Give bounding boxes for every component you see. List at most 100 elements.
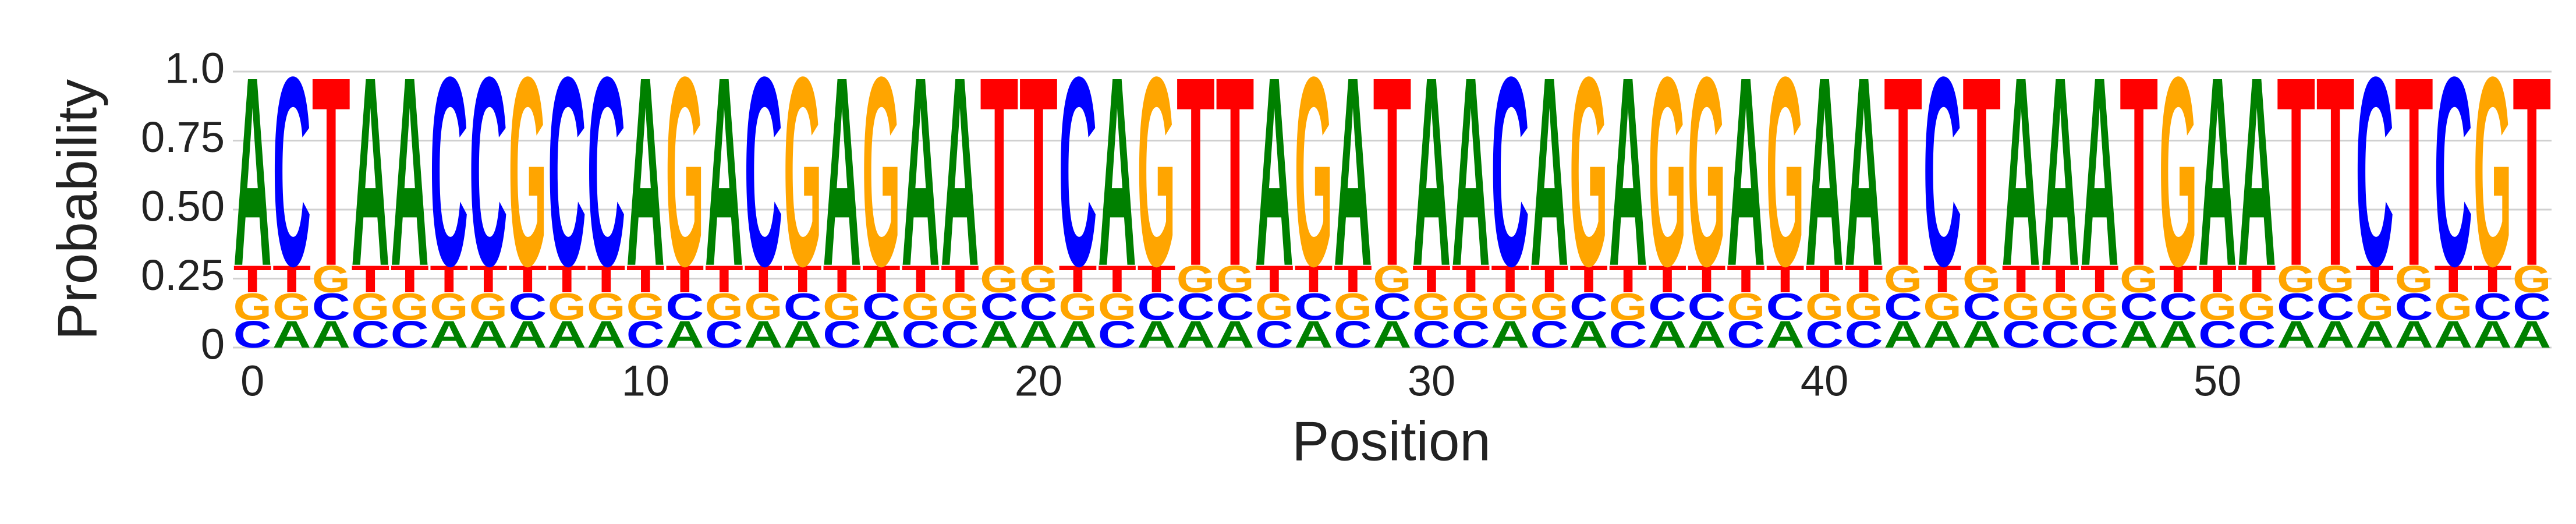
logo-letter: C (1451, 313, 1490, 356)
logo-letter: C (587, 21, 625, 322)
x-tick-label: 50 (2194, 357, 2241, 405)
logo-letter: T (233, 258, 272, 301)
logo-letter: C (1255, 313, 1294, 356)
logo-letter: G (508, 20, 547, 323)
logo-letter: C (351, 313, 389, 356)
logo-letter: A (2159, 313, 2198, 356)
logo-letter: A (2238, 21, 2276, 322)
logo-letter: T (1491, 258, 1529, 301)
logo-letter: A (587, 313, 625, 356)
logo-letter: T (1216, 21, 1254, 323)
logo-letter: T (587, 258, 625, 301)
logo-letter: G (784, 20, 822, 323)
logo-letter: A (548, 313, 586, 356)
logo-letter: G (2355, 286, 2394, 329)
logo-letter: T (2120, 21, 2158, 323)
logo-letter: C (2238, 313, 2276, 356)
logo-letter: C (1137, 285, 1175, 328)
logo-letter: T (1373, 21, 1411, 323)
logo-letter: T (1608, 258, 1647, 301)
logo-letter: A (351, 21, 389, 322)
logo-letter: G (1216, 258, 1254, 301)
logo-letter: C (1491, 21, 1529, 322)
logo-letter: T (2277, 21, 2315, 323)
logo-letter: G (1412, 286, 1451, 329)
logo-letter: G (1766, 20, 1805, 323)
logo-letter: C (823, 313, 861, 356)
logo-letter: G (1805, 286, 1844, 329)
logo-letter: T (312, 21, 350, 323)
logo-letter: C (1923, 21, 1962, 322)
x-axis-label: Position (1292, 410, 1491, 472)
logo-letter: T (2513, 21, 2551, 323)
logo-letter: A (1608, 21, 1647, 322)
logo-letter: G (1137, 20, 1175, 323)
logo-letter: C (784, 285, 822, 328)
logo-letter: C (744, 21, 782, 322)
logo-letter: G (1491, 286, 1529, 329)
logo-letter: T (784, 258, 822, 301)
logo-letter: T (430, 258, 468, 301)
logo-letter: G (1608, 286, 1647, 329)
logo-letter: C (1845, 313, 1883, 356)
y-tick-label: 1.0 (165, 44, 225, 93)
logo-letter: C (1098, 313, 1136, 356)
logo-letter: T (1294, 258, 1333, 301)
logo-letter: G (1177, 258, 1215, 301)
logo-letter: G (980, 258, 1018, 301)
y-tick-label: 0.75 (141, 113, 225, 161)
logo-letter: G (2238, 286, 2276, 329)
logo-letter: G (391, 286, 429, 329)
logo-letter: T (272, 258, 311, 301)
logo-letter: T (1766, 258, 1805, 301)
logo-letter: T (2159, 258, 2198, 301)
logo-letter: G (1451, 286, 1490, 329)
logo-letter: A (941, 21, 979, 322)
logo-letter: T (1962, 21, 2001, 323)
logo-letter: A (784, 313, 822, 356)
logo-letter: C (312, 285, 350, 328)
logo-letter: G (1962, 258, 2001, 301)
logo-letter: C (1648, 285, 1686, 328)
logo-letter: C (272, 21, 311, 322)
logo-letter: G (1255, 286, 1294, 329)
logo-letter: C (1216, 285, 1254, 328)
logo-letter: G (1373, 258, 1411, 301)
logo-letter: A (1962, 313, 2001, 356)
logo-letter: C (2513, 285, 2551, 328)
logo-letter: T (1845, 258, 1883, 301)
y-tick-label: 0.50 (141, 182, 225, 231)
logo-letter: G (2159, 20, 2198, 323)
logo-letter: T (2395, 21, 2433, 323)
logo-letter: T (1334, 258, 1372, 301)
logo-letter: T (2002, 258, 2040, 301)
logo-letter: T (1098, 258, 1136, 301)
x-tick-label: 0 (240, 357, 264, 405)
logo-letter: C (1884, 285, 1922, 328)
logo-letter: T (2316, 21, 2355, 323)
logo-letter: A (1491, 313, 1529, 356)
logo-letter: A (1687, 313, 1725, 356)
logo-letter: G (665, 20, 704, 323)
logo-letter: T (626, 258, 665, 301)
logo-letter: A (1845, 21, 1883, 322)
logo-letter: G (1530, 286, 1568, 329)
logo-letter: A (980, 313, 1018, 356)
logo-letter: C (2198, 313, 2237, 356)
logo-letter: G (1058, 286, 1097, 329)
logo-letter: T (744, 258, 782, 301)
logo-letter: G (862, 20, 901, 323)
logo-letter: G (1098, 286, 1136, 329)
x-tick-label: 10 (622, 357, 669, 405)
logo-letter: A (2081, 21, 2119, 322)
logo-letter: G (469, 286, 508, 329)
logo-letter: C (508, 285, 547, 328)
logo-letter: C (233, 313, 272, 356)
logo-letter: C (2002, 313, 2040, 356)
logo-letter: G (901, 286, 940, 329)
logo-letter: T (548, 258, 586, 301)
logo-letter: T (1255, 258, 1294, 301)
logo-letter: T (1137, 258, 1175, 301)
logo-letter: A (2002, 21, 2040, 322)
